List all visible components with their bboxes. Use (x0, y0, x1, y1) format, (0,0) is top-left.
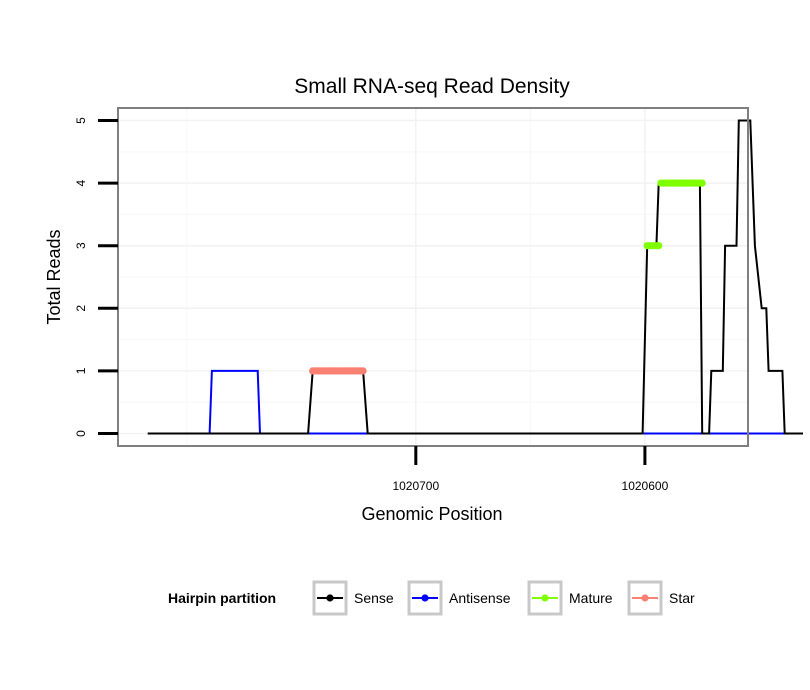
y-axis: 0 1 2 3 4 5 (74, 117, 118, 437)
data-point-mature (657, 179, 665, 187)
legend-item-sense: Sense (312, 580, 394, 616)
legend-label: Antisense (449, 590, 511, 606)
y-tick-label: 4 (74, 179, 88, 186)
series-points-mature (657, 179, 706, 187)
series-line-sense (147, 119, 803, 435)
chart-title: Small RNA-seq Read Density (294, 75, 570, 98)
plot-border (117, 107, 749, 447)
legend: Hairpin partition Sense Antisense Mature St… (168, 580, 695, 616)
x-axis: 1020700 1020600 (392, 446, 669, 493)
x-tick-label: 1020600 (622, 479, 669, 493)
legend-key-point (421, 594, 429, 602)
y-tick-label: 3 (74, 242, 88, 249)
y-tick-label: 0 (74, 430, 88, 437)
y-tick-label: 5 (74, 117, 88, 124)
y-tick-label: 1 (74, 367, 88, 374)
data-point-star (309, 367, 317, 375)
legend-label: Star (669, 590, 695, 606)
x-axis-title: Genomic Position (361, 504, 502, 524)
series-layer (147, 119, 803, 435)
data-point-mature (643, 242, 651, 250)
legend-label: Sense (354, 590, 394, 606)
series-points-star (309, 367, 367, 375)
grid-lines (118, 108, 748, 446)
legend-item-mature: Mature (527, 580, 613, 616)
y-tick-label: 2 (74, 305, 88, 312)
legend-item-antisense: Antisense (407, 580, 511, 616)
x-tick-label: 1020700 (392, 479, 439, 493)
legend-key-point (541, 594, 549, 602)
legend-key-point (641, 594, 649, 602)
y-axis-title: Total Reads (44, 229, 64, 324)
legend-item-star: Star (627, 580, 695, 616)
series-points-mature (643, 242, 663, 250)
legend-title: Hairpin partition (168, 590, 276, 606)
legend-key-point (326, 594, 334, 602)
legend-label: Mature (569, 590, 613, 606)
